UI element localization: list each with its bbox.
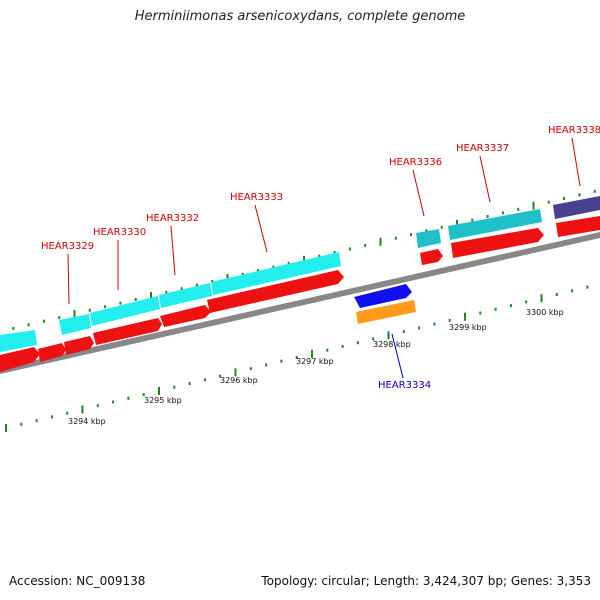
leader-line (479, 155, 491, 203)
scale-label: 3296 kbp (220, 376, 258, 385)
gene-block (59, 314, 91, 335)
leader-line (391, 333, 404, 379)
scale-label: 3295 kbp (144, 396, 182, 405)
gene-labels-top: HEAR3329 HEAR3330 HEAR3332 HEAR3333 HEAR… (41, 125, 600, 252)
scale-labels: 3294 kbp 3295 kbp 3296 kbp 3297 kbp 3298… (68, 308, 564, 426)
cds-arrow (420, 249, 443, 265)
scale-label: 3297 kbp (296, 357, 334, 366)
gene-label: HEAR3336 (389, 157, 442, 168)
reverse-strand-lower (354, 284, 416, 324)
gene-label: HEAR3332 (146, 213, 199, 224)
cds-arrows-upper (0, 216, 600, 372)
leader-line (571, 137, 581, 187)
gene-label: HEAR3337 (456, 143, 509, 154)
gene-label: HEAR3333 (230, 192, 283, 203)
gene-label: HEAR3334 (378, 380, 431, 391)
gene-label: HEAR3338 (548, 125, 600, 136)
cds-arrow-reverse (354, 284, 412, 308)
cds-arrow (160, 305, 211, 327)
leader-line (170, 225, 176, 276)
gene-label: HEAR3330 (93, 227, 146, 238)
cds-arrow (207, 270, 344, 313)
page-title: Herminiimonas arsenicoxydans, complete g… (134, 9, 466, 24)
gene-block (416, 229, 441, 248)
cds-arrow (64, 336, 94, 355)
gene-block (0, 330, 37, 352)
forward-strand-upper (0, 196, 600, 352)
gene-label: HEAR3329 (41, 241, 94, 252)
gene-labels-bottom: HEAR3334 (378, 380, 431, 391)
cds-arrow (451, 228, 544, 258)
gene-block (90, 296, 160, 326)
scale-label: 3299 kbp (449, 323, 487, 332)
backbone (0, 232, 600, 374)
cds-arrow (556, 216, 600, 237)
leader-line (254, 204, 268, 253)
gene-block (448, 209, 542, 240)
scale-label: 3300 kbp (526, 308, 564, 317)
genome-stats-text: Topology: circular; Length: 3,424,307 bp… (261, 574, 591, 588)
gene-block (159, 283, 212, 308)
scale-label: 3294 kbp (68, 417, 106, 426)
gene-block (356, 300, 416, 324)
leader-line (412, 169, 425, 217)
cds-arrow (93, 318, 162, 345)
leader-lines (67, 137, 581, 379)
gene-block (553, 196, 600, 219)
gene-block (211, 252, 341, 295)
cds-arrow (38, 343, 66, 362)
backbone-line (0, 232, 600, 374)
cds-arrow (0, 347, 40, 372)
scale-label: 3298 kbp (373, 340, 411, 349)
leader-line (67, 253, 70, 305)
tick-row-lower (5, 285, 589, 432)
accession-text: Accession: NC_009138 (9, 574, 146, 588)
